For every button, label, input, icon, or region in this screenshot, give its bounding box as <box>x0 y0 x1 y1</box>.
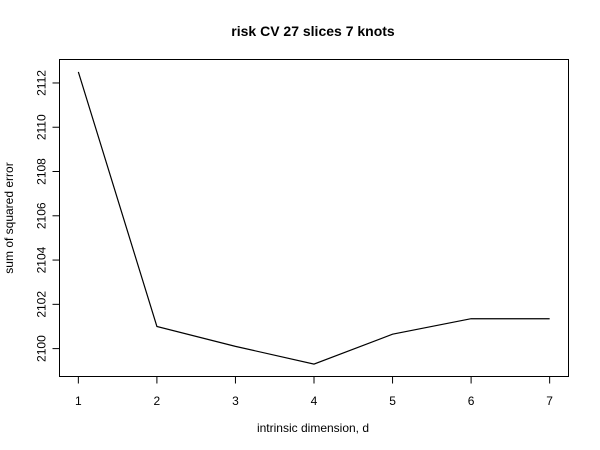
x-tick-label: 6 <box>468 394 475 408</box>
y-axis-label: sum of squared error <box>2 162 16 273</box>
y-tick-label: 2102 <box>35 291 49 318</box>
x-axis-label: intrinsic dimension, d <box>257 421 369 435</box>
y-tick-label: 2110 <box>35 114 49 140</box>
x-tick-label: 1 <box>75 394 82 408</box>
chart-title: risk CV 27 slices 7 knots <box>231 23 395 39</box>
series-line <box>77 71 550 365</box>
y-tick-label: 2106 <box>35 202 49 229</box>
x-tick-label: 4 <box>311 394 318 408</box>
y-tick-label: 2112 <box>35 70 49 96</box>
series-group <box>77 71 550 365</box>
plot-frame <box>59 59 569 377</box>
y-tick-label: 2108 <box>35 158 49 185</box>
y-tick-label: 2100 <box>35 335 49 362</box>
x-tick-label: 3 <box>232 394 239 408</box>
x-tick-label: 2 <box>154 394 161 408</box>
y-axis: 2100 2102 2104 2106 2108 2110 2112 <box>35 70 60 362</box>
x-axis: 1 2 3 4 5 6 7 <box>75 376 553 408</box>
x-tick-label: 5 <box>389 394 396 408</box>
y-tick-label: 2104 <box>35 246 49 273</box>
x-tick-label: 7 <box>546 394 553 408</box>
